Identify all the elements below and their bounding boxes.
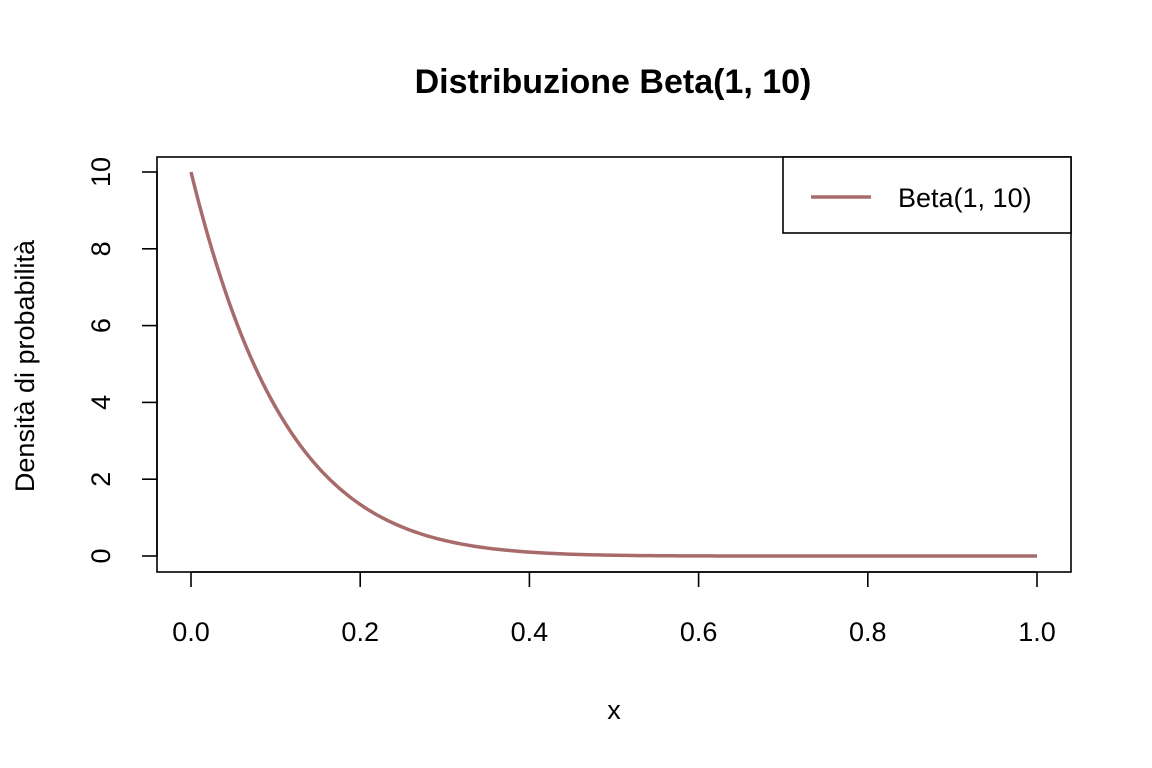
y-tick-label: 4 xyxy=(86,395,116,410)
legend-label: Beta(1, 10) xyxy=(898,183,1032,213)
x-tick-label: 0.8 xyxy=(849,617,887,647)
x-axis-label: x xyxy=(607,695,621,725)
y-axis: 0 2 4 6 8 10 xyxy=(86,157,158,564)
y-tick-label: 10 xyxy=(86,157,116,187)
x-tick-label: 1.0 xyxy=(1018,617,1056,647)
x-tick-label: 0.0 xyxy=(172,617,210,647)
y-axis-label: Densità di probabilità xyxy=(10,239,40,492)
y-tick-label: 6 xyxy=(86,318,116,333)
series-line-beta-1-10 xyxy=(189,171,1037,558)
x-axis: 0.0 0.2 0.4 0.6 0.8 1.0 xyxy=(172,571,1056,647)
series-layer xyxy=(189,171,1037,558)
y-tick-label: 0 xyxy=(86,548,116,563)
y-tick-label: 8 xyxy=(86,241,116,256)
chart-title: Distribuzione Beta(1, 10) xyxy=(415,63,812,101)
x-tick-label: 0.4 xyxy=(511,617,549,647)
legend-box xyxy=(782,156,1072,234)
x-tick-label: 0.6 xyxy=(680,617,718,647)
x-tick-label: 0.2 xyxy=(341,617,379,647)
legend: Beta(1, 10) xyxy=(782,156,1072,234)
y-tick-label: 2 xyxy=(86,472,116,487)
